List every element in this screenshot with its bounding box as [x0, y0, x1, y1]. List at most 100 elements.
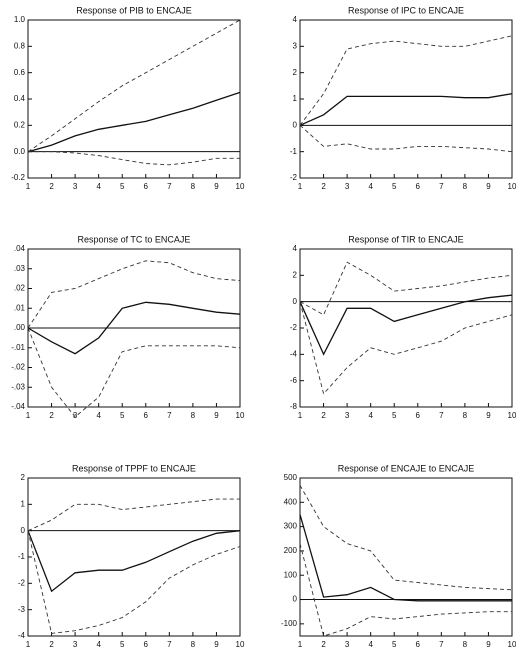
x-tick-label: 9	[214, 640, 219, 649]
y-tick-label: 0.2	[14, 120, 26, 129]
y-tick-label: -100	[281, 619, 298, 628]
response-line	[299, 124, 513, 153]
y-tick-label: 300	[284, 522, 298, 531]
y-tick-label: .04	[14, 244, 26, 253]
chart-title: Response of IPC to ENCAJE	[348, 5, 464, 15]
y-tick-label: 1.0	[14, 15, 26, 24]
y-tick-label: -8	[290, 402, 298, 411]
x-tick-label: 7	[167, 640, 172, 649]
x-tick-label: 6	[416, 640, 421, 649]
x-tick-label: 8	[191, 411, 196, 420]
y-tick-label: -2	[18, 578, 26, 587]
y-tick-label: -.04	[11, 402, 25, 411]
x-tick-label: 6	[144, 640, 149, 649]
response-line	[299, 93, 513, 126]
y-tick-label: -0.2	[11, 173, 25, 182]
chart-title: Response of PIB to ENCAJE	[76, 5, 192, 15]
y-tick-label: 4	[293, 15, 298, 24]
x-tick-label: 10	[236, 411, 245, 420]
x-tick-label: 8	[463, 640, 468, 649]
y-tick-label: 200	[284, 546, 298, 555]
y-tick-label: -1	[290, 147, 298, 156]
x-tick-label: 3	[345, 640, 350, 649]
x-tick-label: 4	[368, 182, 373, 191]
x-tick-label: 5	[392, 182, 397, 191]
x-tick-label: 2	[49, 182, 54, 191]
x-tick-label: 6	[144, 411, 149, 420]
x-tick-label: 5	[120, 182, 125, 191]
x-tick-label: 5	[392, 640, 397, 649]
y-tick-label: 1	[293, 94, 298, 103]
y-tick-label: -.01	[11, 343, 25, 352]
y-tick-label: 0	[21, 526, 26, 535]
x-tick-label: 10	[508, 411, 516, 420]
plot-frame	[27, 19, 241, 179]
chart-title: Response of TPPF to ENCAJE	[72, 463, 196, 473]
response-line	[27, 260, 241, 329]
y-tick-label: 4	[293, 244, 298, 253]
response-line	[27, 498, 240, 532]
x-tick-label: 1	[26, 411, 31, 420]
y-tick-label: 100	[284, 570, 298, 579]
y-tick-label: -.03	[11, 382, 25, 391]
x-tick-label: 1	[26, 182, 31, 191]
y-tick-label: .00	[14, 323, 26, 332]
y-tick-label: 500	[284, 473, 298, 482]
x-tick-label: 6	[416, 411, 421, 420]
response-line	[27, 530, 241, 593]
x-tick-label: 10	[236, 640, 245, 649]
y-tick-label: 0.8	[14, 41, 26, 50]
x-tick-label: 9	[486, 182, 491, 191]
x-tick-label: 1	[26, 640, 31, 649]
x-tick-label: 8	[191, 182, 196, 191]
response-line	[299, 485, 513, 591]
x-tick-label: 7	[439, 182, 444, 191]
x-tick-label: 3	[73, 182, 78, 191]
y-tick-label: -2	[290, 173, 298, 182]
response-line	[299, 514, 512, 602]
x-tick-label: 3	[73, 640, 78, 649]
y-tick-label: 1	[21, 499, 26, 508]
y-tick-label: 2	[21, 473, 26, 482]
x-tick-label: 5	[392, 411, 397, 420]
plot-frame	[299, 248, 513, 408]
y-tick-label: -3	[18, 605, 26, 614]
response-line	[27, 530, 241, 634]
x-tick-label: 9	[486, 640, 491, 649]
response-line	[299, 294, 513, 356]
response-line	[27, 327, 241, 418]
chart-title: Response of TC to ENCAJE	[78, 234, 191, 244]
x-tick-label: 9	[486, 411, 491, 420]
x-tick-label: 1	[298, 640, 303, 649]
y-tick-label: .02	[14, 284, 26, 293]
x-tick-label: 8	[463, 182, 468, 191]
y-tick-label: 0.4	[14, 94, 26, 103]
x-tick-label: 10	[508, 182, 516, 191]
y-tick-label: .01	[14, 303, 26, 312]
response-line	[27, 19, 241, 153]
x-tick-label: 4	[368, 411, 373, 420]
y-tick-label: .03	[14, 264, 26, 273]
x-tick-label: 7	[167, 411, 172, 420]
x-tick-label: 3	[345, 182, 350, 191]
x-tick-label: 3	[345, 411, 350, 420]
y-tick-label: 2	[293, 270, 298, 279]
y-tick-label: -4	[18, 631, 26, 640]
response-line	[299, 35, 513, 126]
x-tick-label: 2	[49, 411, 54, 420]
x-tick-label: 4	[96, 411, 101, 420]
y-tick-label: -4	[290, 349, 298, 358]
x-tick-label: 9	[214, 182, 219, 191]
plot-frame	[299, 19, 513, 179]
x-tick-label: 6	[416, 182, 421, 191]
x-tick-label: 9	[214, 411, 219, 420]
x-tick-label: 8	[191, 640, 196, 649]
y-tick-label: 0.0	[14, 147, 26, 156]
x-tick-label: 4	[368, 640, 373, 649]
chart-title: Response of ENCAJE to ENCAJE	[338, 463, 475, 473]
x-tick-label: 2	[321, 640, 326, 649]
x-tick-label: 6	[144, 182, 149, 191]
y-tick-label: 3	[293, 41, 298, 50]
response-line	[299, 543, 512, 637]
